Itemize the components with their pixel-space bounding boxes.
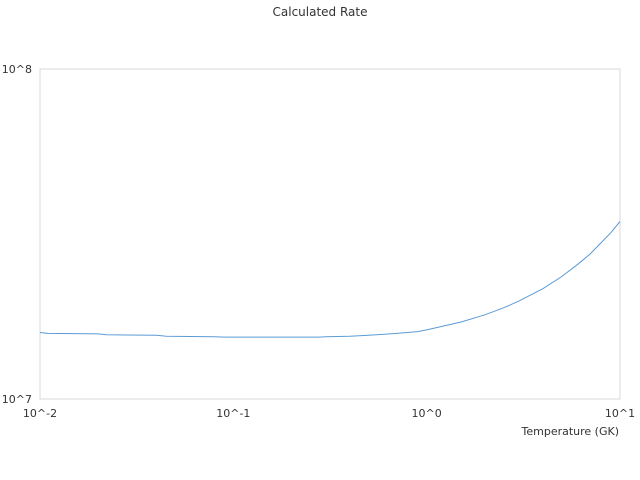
- y-axis-ticks: 10^7 10^8: [2, 63, 32, 406]
- y-tick-label: 10^7: [2, 393, 32, 406]
- x-axis-label: Temperature (GK): [521, 425, 620, 438]
- series-layer: [39, 221, 621, 338]
- x-tick-label: 10^1: [605, 407, 635, 420]
- series-line: [39, 221, 621, 338]
- y-tick-label: 10^8: [2, 63, 32, 76]
- x-tick-label: 10^0: [412, 407, 442, 420]
- x-tick-label: 10^-2: [23, 407, 57, 420]
- x-axis-ticks: 10^-2 10^-1 10^0 10^1: [23, 407, 635, 420]
- x-tick-label: 10^-1: [216, 407, 250, 420]
- chart-title: Calculated Rate: [273, 5, 368, 19]
- plot-area: [39, 68, 621, 400]
